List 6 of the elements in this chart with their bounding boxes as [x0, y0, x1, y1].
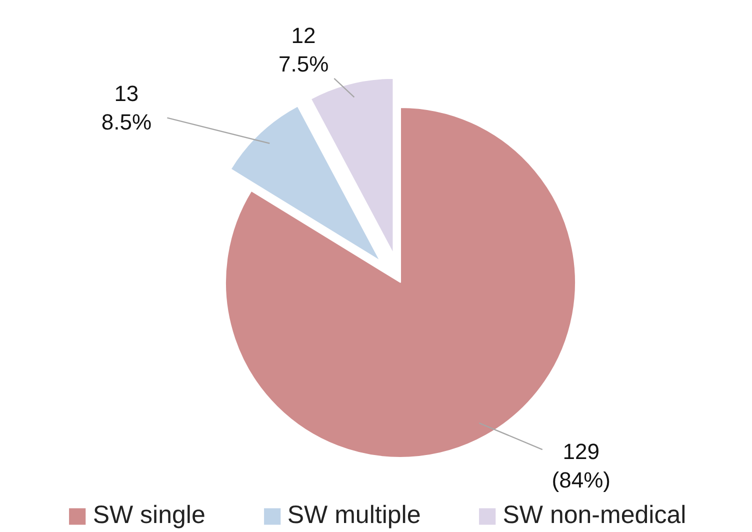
data-label: 12 7.5%	[278, 22, 329, 77]
data-label: 13 8.5%	[101, 80, 152, 135]
legend-label: SW single	[92, 501, 206, 530]
data-label: 129 (84%)	[552, 438, 610, 493]
legend-label: SW multiple	[287, 501, 421, 530]
legend-label: SW non-medical	[502, 501, 686, 530]
